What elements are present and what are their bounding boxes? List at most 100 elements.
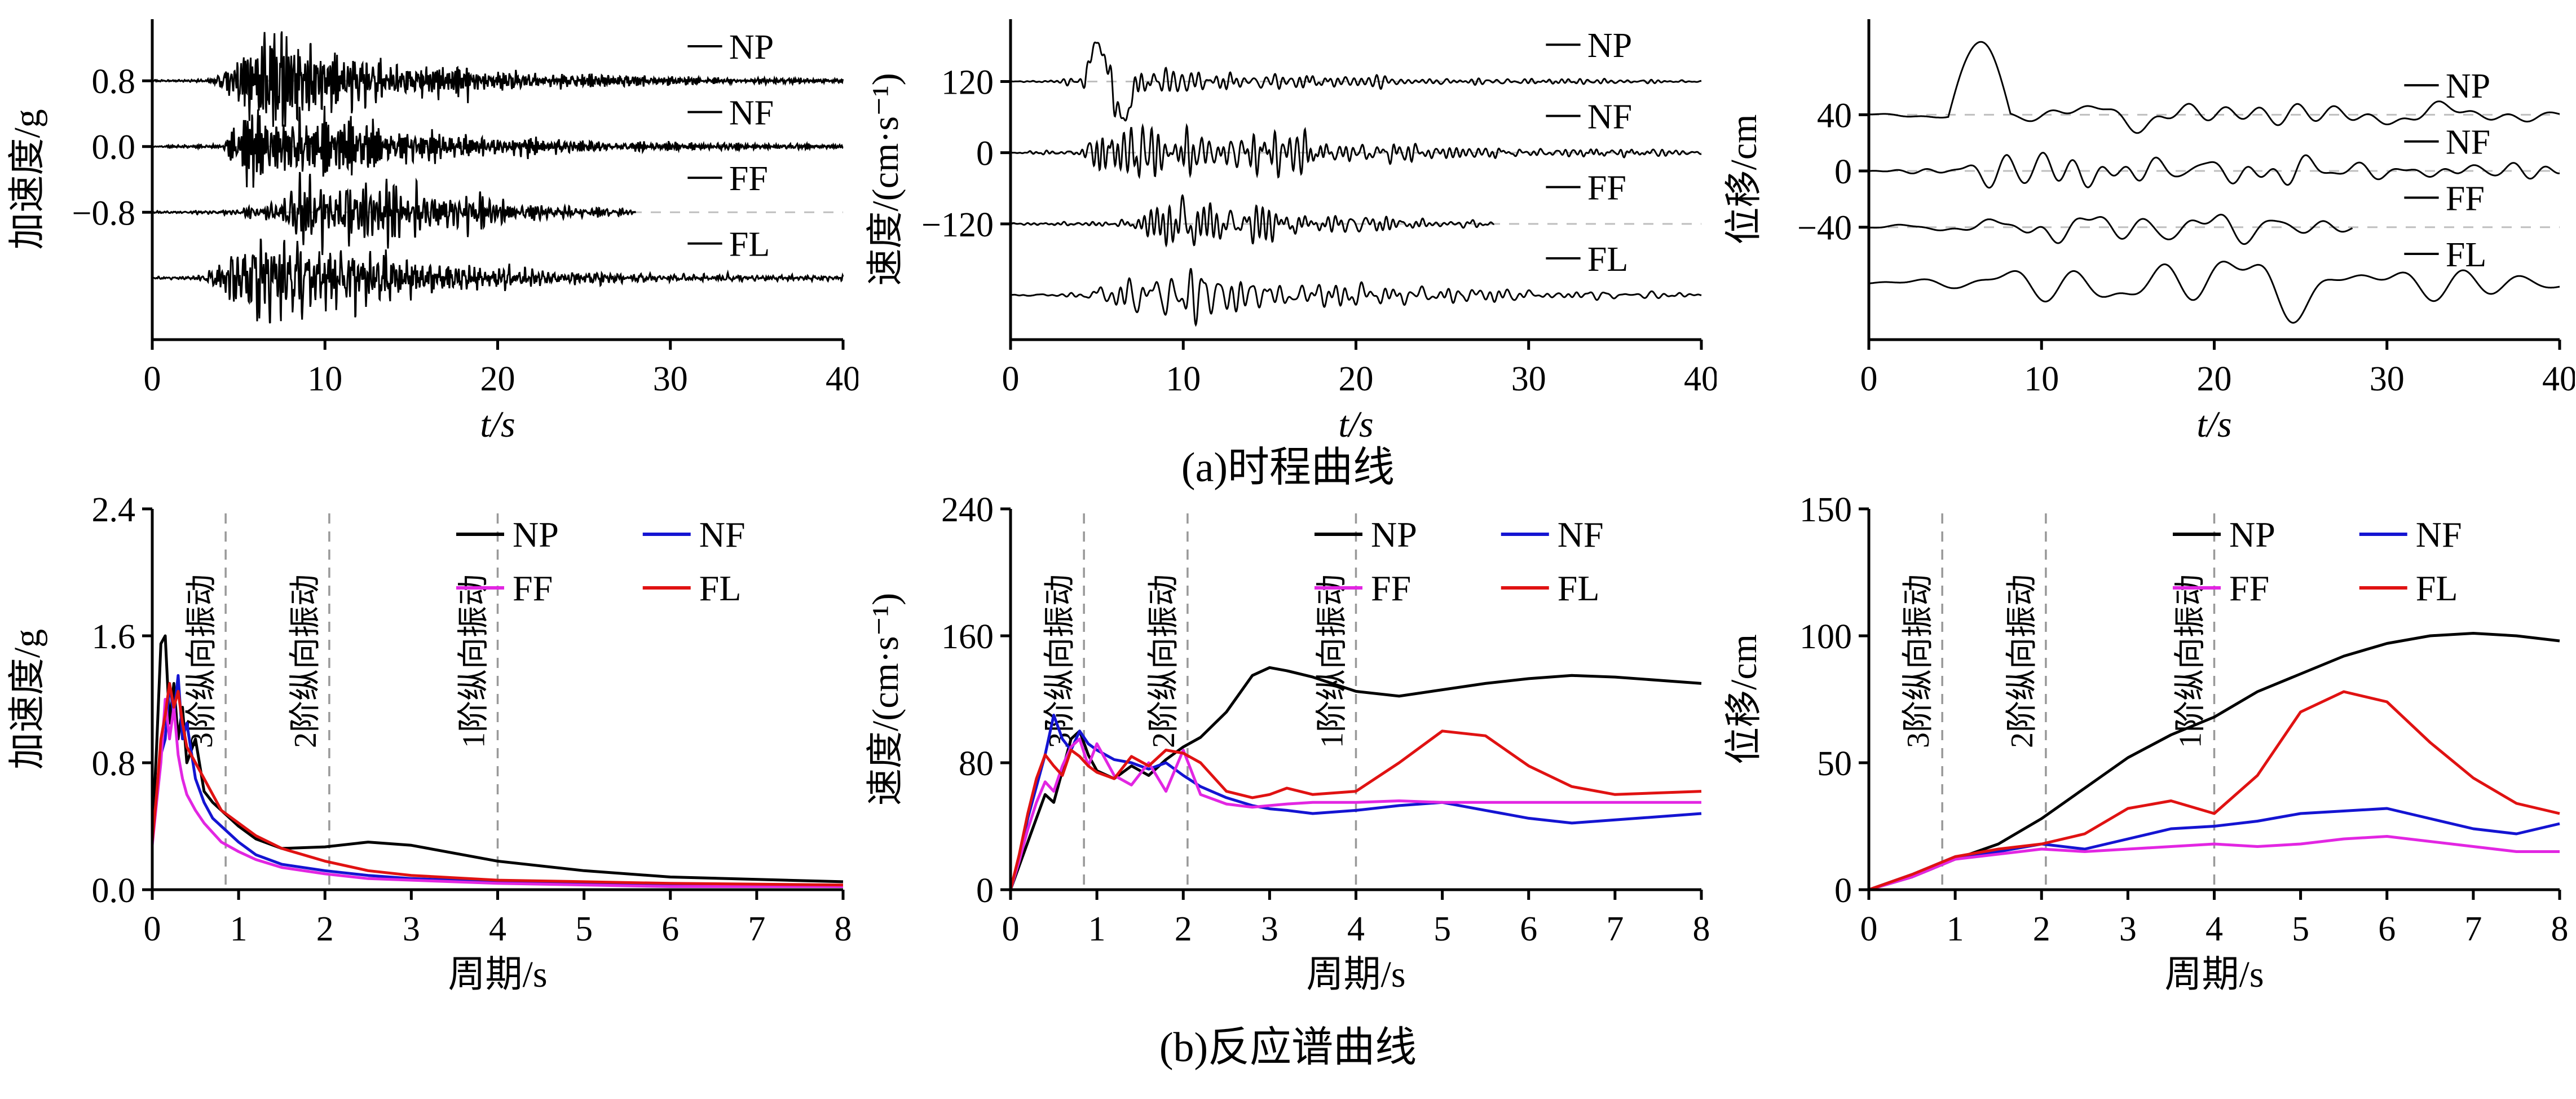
trace-FF	[1869, 213, 2353, 245]
x-tick-label: 8	[835, 910, 852, 948]
time-history-row: 0 10 20 30 40 0.8 0.0 −0.8 t/s 加速度/g NP NF FF FL 0 10 2…	[0, 12, 2576, 441]
x-tick-label: 0	[1002, 910, 1020, 948]
spectrum-curve-NF	[151, 674, 844, 888]
response-spectrum-row: 3阶纵向振动 2阶纵向振动 1阶纵向振动 0 1 2 3 4 5 6 7 8 0.0 0.8 1.6 2.4 周…	[0, 495, 2576, 1019]
trace-FL	[1868, 261, 2560, 324]
legend-label-NF: NF	[2416, 515, 2462, 555]
x-tick-label: 7	[748, 910, 765, 948]
panel-displacement-time: 0 10 20 30 40 40 0 −40 t/s 位移/cm NP NF FF FL	[1717, 12, 2575, 441]
spectrum-curve-FL	[151, 682, 844, 887]
x-tick-label: 2	[316, 910, 334, 948]
legend-label-NF: NF	[1558, 515, 1604, 555]
x-axis-title: t/s	[1338, 404, 1373, 441]
spectrum-curve-FF	[1009, 737, 1701, 890]
y-tick-label: 0.8	[92, 63, 136, 101]
y-axis-title: 位移/cm	[1723, 115, 1765, 245]
chart-displacement-response-spectrum: 3阶纵向振动 2阶纵向振动 1阶纵向振动 0 1 2 3 4 5 6 7 8 0 50 100 150 周期/s…	[1723, 495, 2569, 995]
x-tick-label: 4	[489, 910, 506, 948]
trace-FF	[151, 172, 637, 256]
y-tick-label: 0	[976, 135, 994, 173]
trace-FF	[1010, 194, 1495, 248]
legend-label-FL: FL	[1587, 240, 1628, 279]
mode-period-label: 3阶纵向振动	[1901, 574, 1936, 748]
panel-velocity-spectrum: 3阶纵向振动 2阶纵向振动 1阶纵向振动 0 1 2 3 4 5 6 7 8 0 80 160 240 周期/s…	[858, 495, 1717, 1019]
legend-label-FL: FL	[699, 568, 742, 608]
mode-period-label: 3阶纵向振动	[1043, 574, 1078, 748]
x-tick-label: 1	[230, 910, 248, 948]
mode-period-label: 2阶纵向振动	[288, 574, 323, 748]
x-tick-label: 30	[653, 360, 688, 398]
x-tick-label: 40	[1684, 360, 1717, 398]
spectrum-curve-FL	[1868, 690, 2560, 891]
mode-period-label: 1阶纵向振动	[1315, 574, 1350, 748]
panel-acceleration-time: 0 10 20 30 40 0.8 0.0 −0.8 t/s 加速度/g NP NF FF FL	[0, 12, 858, 441]
x-tick-label: 3	[2119, 910, 2137, 948]
x-axis-title: 周期/s	[448, 954, 547, 995]
y-tick-label: 150	[1799, 495, 1852, 529]
legend-label-FF: FF	[1371, 568, 1411, 608]
x-tick-label: 0	[144, 910, 161, 948]
y-tick-label: −120	[921, 206, 994, 244]
x-tick-label: 1	[1947, 910, 1964, 948]
legend-label-NF: NF	[699, 515, 746, 555]
y-tick-label: 2.4	[92, 495, 136, 529]
x-tick-label: 0	[1860, 360, 1878, 398]
y-tick-label: 0.0	[92, 129, 136, 167]
legend-label-NP: NP	[2229, 515, 2275, 555]
y-tick-label: 1.6	[92, 618, 136, 656]
y-tick-label: 100	[1799, 618, 1852, 656]
x-tick-label: 20	[480, 360, 515, 398]
y-tick-label: 0.0	[92, 872, 136, 910]
chart-acceleration-time-history: 0 10 20 30 40 0.8 0.0 −0.8 t/s 加速度/g NP NF FF FL	[7, 19, 858, 441]
mode-period-label: 2阶纵向振动	[2005, 574, 2040, 748]
legend-label-NF: NF	[2446, 124, 2490, 162]
trace-NP	[1010, 41, 1702, 122]
spectrum-curve-NF	[1868, 807, 2560, 891]
legend-label-FL: FL	[729, 226, 770, 264]
x-tick-label: 7	[1606, 910, 1624, 948]
chart-velocity-time-history: 0 10 20 30 40 120 0 −120 t/s 速度/(cm·s⁻¹) NP NF FF FL	[865, 19, 1717, 441]
y-axis-title: 速度/(cm·s⁻¹)	[865, 593, 906, 806]
chart-displacement-time-history: 0 10 20 30 40 40 0 −40 t/s 位移/cm NP NF FF FL	[1723, 19, 2575, 441]
x-tick-label: 10	[307, 360, 342, 398]
legend-label-FL: FL	[1558, 568, 1600, 608]
trace-NP	[1869, 41, 2560, 134]
trace-FL	[1011, 268, 1702, 327]
x-tick-label: 6	[2378, 910, 2396, 948]
x-axis-title: 周期/s	[2164, 954, 2264, 995]
legend-label-FL: FL	[2416, 568, 2458, 608]
panel-displacement-spectrum: 3阶纵向振动 2阶纵向振动 1阶纵向振动 0 1 2 3 4 5 6 7 8 0 50 100 150 周期/s…	[1717, 495, 2575, 1019]
caption-time-history: (a)时程曲线	[1181, 445, 1395, 491]
x-tick-label: 2	[1175, 910, 1192, 948]
x-tick-label: 5	[2292, 910, 2309, 948]
legend-label-NP: NP	[1587, 27, 1632, 65]
y-tick-label: 0	[1834, 872, 1852, 910]
mode-period-label: 1阶纵向振动	[2173, 574, 2208, 748]
legend-label-NP: NP	[513, 515, 559, 555]
x-axis-title: t/s	[480, 404, 515, 441]
x-tick-label: 30	[2370, 360, 2405, 398]
y-tick-label: 240	[941, 495, 994, 529]
x-tick-label: 4	[2206, 910, 2223, 948]
x-tick-label: 10	[1166, 360, 1201, 398]
y-tick-label: −40	[1797, 209, 1852, 248]
x-tick-label: 5	[575, 910, 593, 948]
legend-label-NP: NP	[2446, 67, 2490, 105]
y-tick-label: 0	[976, 872, 994, 910]
y-tick-label: −0.8	[72, 194, 135, 232]
x-tick-label: 7	[2464, 910, 2482, 948]
spectrum-curve-FL	[1009, 729, 1702, 890]
x-tick-label: 40	[2542, 360, 2575, 398]
y-axis-title: 速度/(cm·s⁻¹)	[865, 73, 906, 285]
trace-NF	[1010, 122, 1702, 179]
y-tick-label: 120	[941, 63, 994, 102]
spectrum-curve-NP	[1009, 666, 1702, 890]
trace-NF	[1869, 152, 2560, 189]
legend-label-FF: FF	[513, 568, 553, 608]
mode-period-label: 1阶纵向振动	[457, 574, 492, 748]
panel-velocity-time: 0 10 20 30 40 120 0 −120 t/s 速度/(cm·s⁻¹) NP NF FF FL	[858, 12, 1717, 441]
y-tick-label: 80	[959, 745, 994, 783]
legend-label-FL: FL	[2446, 236, 2486, 274]
